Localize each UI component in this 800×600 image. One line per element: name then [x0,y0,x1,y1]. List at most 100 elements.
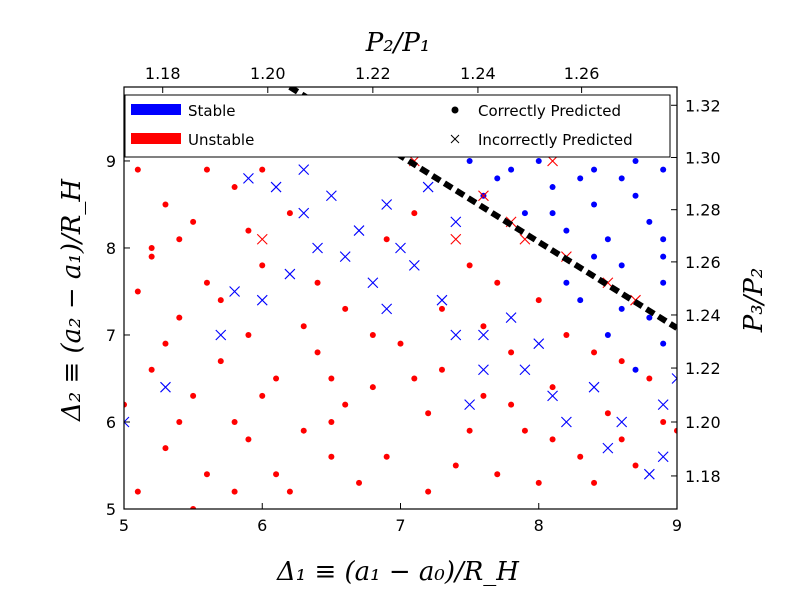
y-tick-label: 8 [106,239,116,258]
data-point-x [367,277,379,289]
data-point [397,340,404,347]
data-point [660,340,667,347]
data-point-x [325,190,337,202]
data-point [591,166,598,173]
data-point [176,314,183,321]
y-tick-label: 6 [106,413,116,432]
data-point [300,427,307,434]
data-point-x [408,259,420,271]
data-point [438,366,445,373]
right-tick-label: 1.24 [685,306,721,325]
legend-incorrect-label: Incorrectly Predicted [478,131,633,149]
data-point-x [395,242,406,254]
data-point [632,462,639,469]
right-tick-label: 1.26 [685,253,721,272]
data-point [245,436,252,443]
data-point [591,479,598,486]
series-0 [124,166,677,509]
data-point-x [298,164,310,176]
data-point [286,210,293,217]
data-point-x [533,338,545,350]
series-1 [466,157,667,373]
data-point [521,210,528,217]
data-point-x [160,381,171,393]
data-point-x [422,181,434,193]
data-point [618,305,625,312]
data-point [369,384,376,391]
legend-incorrect-marker [450,134,460,144]
top-tick-label: 1.20 [250,64,286,83]
right-tick-label: 1.32 [685,96,721,115]
data-point [176,418,183,425]
data-point [618,358,625,365]
data-point [632,157,639,164]
data-point [660,279,667,286]
data-point [521,427,528,434]
data-point [591,349,598,356]
data-point [604,410,611,417]
data-point [217,297,224,304]
data-point [245,331,252,338]
left-y-axis-label: Δ₂ ≡ (a₂ − a₁)/R_H [57,178,87,422]
data-point [300,323,307,330]
data-point [148,366,155,373]
data-point [577,453,584,460]
data-point-x [450,233,462,245]
data-point-x [270,181,282,193]
data-point [328,375,335,382]
right-tick-label: 1.20 [685,413,721,432]
legend-unstable-swatch [131,133,181,144]
legend-unstable-label: Unstable [188,131,254,149]
data-point-x [519,364,531,376]
data-point [203,471,210,478]
right-tick-label: 1.30 [685,148,721,167]
top-tick-label: 1.22 [355,64,391,83]
data-point [259,392,266,399]
data-point [314,349,321,356]
legend-stable-swatch [131,104,181,115]
data-point [425,488,432,495]
data-point-x [478,190,489,202]
data-point-x [505,312,517,323]
data-point [494,279,501,286]
data-point [549,210,556,217]
data-point-x [312,242,323,254]
data-point [646,375,653,382]
data-point [604,331,611,338]
legend-correct-marker [451,106,459,114]
data-point-x [256,233,268,245]
data-point [162,201,169,208]
data-point [190,506,197,509]
data-point [466,157,473,164]
x-tick-label: 6 [257,516,267,535]
x-tick-label: 7 [395,516,405,535]
data-point-x [243,172,254,184]
legend-stable-label: Stable [188,102,236,120]
data-point [618,436,625,443]
data-point [203,166,210,173]
data-point [549,436,556,443]
data-point [148,244,155,251]
data-point-x [381,303,393,315]
data-point [217,358,224,365]
data-point [342,305,349,312]
data-point [549,384,556,391]
data-point [425,410,432,417]
data-point [203,279,210,286]
data-point [674,427,677,434]
data-point [508,401,515,408]
data-point [494,471,501,478]
data-point [632,366,639,373]
bottom-x-axis-label: Δ₁ ≡ (a₁ − a₀)/R_H [276,557,520,587]
data-point-x [450,216,462,228]
data-point-x [657,399,669,410]
data-point-x [284,268,296,280]
data-point [660,166,667,173]
data-point [466,427,473,434]
data-point-x [671,373,677,384]
data-point-x [215,329,227,341]
data-point [508,349,515,356]
data-point [535,479,542,486]
data-point [356,479,363,486]
data-point [563,227,570,234]
